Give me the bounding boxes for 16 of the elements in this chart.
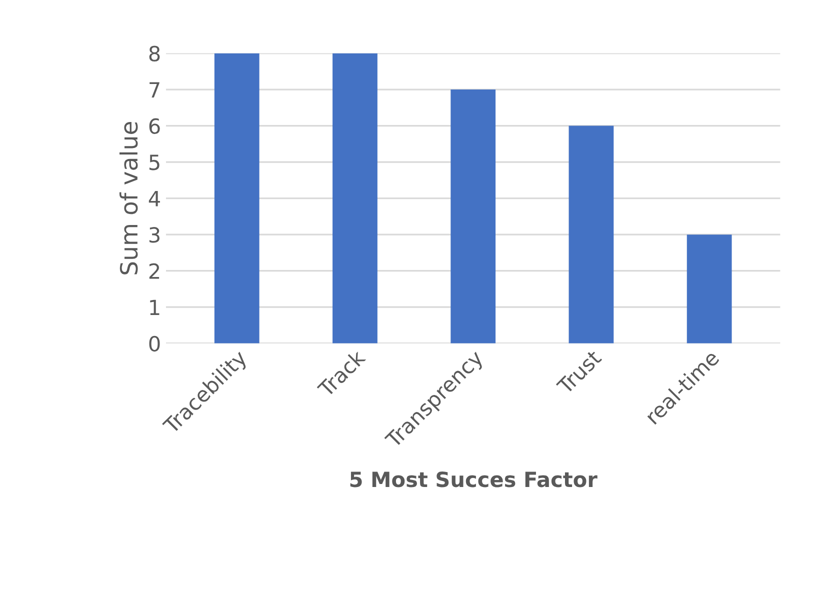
y-tick-label: 0 — [149, 336, 160, 352]
y-tick-label: 8 — [149, 46, 160, 62]
y-tick-label: 6 — [149, 118, 160, 134]
y-tick-label: 1 — [150, 300, 160, 316]
y-tick-label: 4 — [148, 191, 160, 206]
y-axis-title: Sum of value — [119, 122, 138, 274]
y-tick-label: 7 — [150, 82, 160, 98]
y-tick-label: 2 — [149, 263, 160, 279]
bar — [686, 234, 732, 344]
bar — [568, 126, 614, 344]
y-tick-label: 5 — [149, 154, 160, 170]
x-axis-title: 5 Most Succes Factor — [350, 472, 598, 488]
y-tick-label: 3 — [149, 227, 160, 243]
bar — [332, 53, 378, 344]
bar — [214, 53, 260, 344]
bar — [450, 90, 496, 344]
